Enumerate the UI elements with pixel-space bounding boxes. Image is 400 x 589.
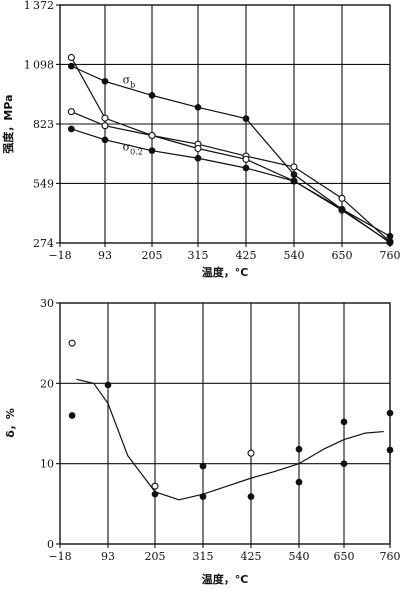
elongation-point-filled — [295, 445, 303, 453]
x-tick-label: 760 — [380, 550, 400, 563]
strength-x-axis-label: 温度，°C — [202, 265, 249, 279]
series-line-3 — [71, 128, 391, 244]
series-3-point — [338, 205, 346, 213]
y-tick-label: 10 — [40, 458, 54, 471]
series-0-point — [194, 103, 202, 111]
series-3-point — [148, 147, 156, 155]
elongation-point-filled — [295, 478, 303, 486]
x-tick-label: 315 — [188, 249, 209, 262]
strength-chart: 274 549 823 1 098 1 372 −18 93 205 315 425 540 650… — [1, 0, 400, 279]
elongation-x-axis-label: 温度，°C — [202, 572, 249, 586]
elongation-point-filled — [68, 412, 76, 419]
series-0-point — [101, 77, 109, 85]
series-1-point — [67, 53, 75, 62]
x-tick-label: 540 — [284, 249, 305, 262]
series-1-point — [338, 194, 346, 202]
elongation-y-ticks: 0 10 20 30 — [40, 297, 60, 551]
y-tick-label: 549 — [33, 177, 54, 190]
y-tick-label: 1 098 — [24, 58, 54, 71]
series-1-point — [101, 114, 109, 122]
elongation-y-axis-label: δ，% — [4, 408, 17, 438]
series-0-point — [148, 92, 156, 99]
series-0-point — [68, 62, 75, 70]
strength-y-axis-label: 强度，MPa — [1, 94, 15, 153]
x-tick-label: 650 — [334, 550, 355, 563]
series-3-point — [290, 177, 298, 185]
x-tick-label: 760 — [380, 249, 400, 262]
series-3-point — [101, 136, 109, 144]
strength-series — [67, 53, 394, 247]
elongation-trend-curve — [76, 378, 384, 501]
y-tick-label: 20 — [40, 377, 54, 390]
elongation-point-open — [68, 339, 76, 347]
series-2-point — [67, 108, 75, 116]
elongation-point-filled — [386, 446, 394, 454]
elongation-point-filled — [199, 493, 207, 500]
y-tick-label: 274 — [33, 237, 54, 250]
series-3-point — [386, 239, 394, 247]
series-1-point — [290, 163, 298, 171]
elongation-point-filled — [340, 460, 348, 468]
series-line-1 — [70, 57, 391, 243]
x-tick-label: 93 — [98, 249, 112, 262]
y-tick-label: 30 — [40, 297, 54, 310]
elongation-point-filled — [340, 418, 348, 426]
elongation-series — [68, 339, 394, 501]
strength-grid — [60, 5, 390, 243]
x-tick-label: −18 — [48, 550, 71, 563]
elongation-grid — [60, 303, 390, 544]
series-line-0 — [71, 65, 391, 237]
y-tick-label: 823 — [33, 118, 54, 131]
x-tick-label: 205 — [145, 550, 166, 563]
series-3-point — [242, 164, 250, 172]
elongation-plot-frame — [59, 302, 391, 545]
elongation-point-filled — [386, 409, 394, 417]
series-0-point — [290, 171, 298, 178]
x-tick-label: 93 — [101, 550, 115, 563]
x-tick-label: −18 — [48, 249, 71, 262]
x-tick-label: 650 — [332, 249, 353, 262]
elongation-point-filled — [151, 490, 159, 498]
strength-x-ticks: −18 93 205 315 425 540 650 760 — [48, 243, 400, 262]
x-tick-label: 205 — [142, 249, 163, 262]
series-2-point — [194, 144, 202, 153]
x-tick-label: 425 — [236, 249, 257, 262]
series-line-2 — [71, 111, 391, 243]
series-3-point — [194, 154, 202, 162]
strength-y-ticks: 274 549 823 1 098 1 372 — [24, 0, 60, 250]
elongation-point-open — [247, 449, 255, 457]
x-tick-label: 425 — [241, 550, 262, 563]
series-2-point — [242, 155, 250, 163]
series-2-point — [148, 131, 156, 140]
elongation-point-filled — [104, 381, 112, 389]
x-tick-label: 540 — [289, 550, 310, 563]
series-annotation: σ0.2 — [123, 141, 143, 157]
elongation-chart: 0 10 20 30 −18 93 205 315 425 540 650 760 温度，°C δ，… — [4, 297, 400, 586]
elongation-point-open — [151, 482, 159, 490]
elongation-point-filled — [199, 462, 207, 470]
y-tick-label: 1 372 — [24, 0, 54, 12]
series-0-point — [242, 115, 250, 122]
series-3-point — [68, 125, 75, 133]
x-tick-label: 315 — [193, 550, 214, 563]
elongation-point-filled — [247, 493, 255, 500]
elongation-x-ticks: −18 93 205 315 425 540 650 760 — [48, 544, 400, 563]
y-tick-label: 0 — [47, 538, 54, 551]
series-2-point — [101, 122, 109, 130]
